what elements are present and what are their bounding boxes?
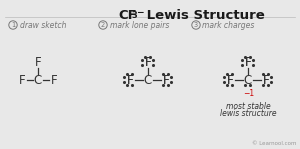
Circle shape [224, 77, 225, 78]
Circle shape [232, 85, 233, 86]
Circle shape [127, 85, 128, 86]
Text: © Learnool.com: © Learnool.com [253, 141, 297, 146]
Text: F: F [263, 73, 269, 87]
Text: F: F [263, 73, 269, 87]
Text: F: F [35, 56, 41, 69]
Circle shape [124, 82, 125, 83]
Circle shape [227, 85, 228, 86]
Circle shape [168, 74, 169, 75]
Circle shape [268, 85, 269, 86]
Text: −: − [136, 8, 143, 17]
Circle shape [142, 60, 143, 61]
Circle shape [253, 65, 254, 66]
Text: F: F [127, 73, 133, 87]
Circle shape [245, 85, 246, 86]
Circle shape [153, 60, 154, 61]
Circle shape [271, 82, 272, 83]
Text: F: F [245, 56, 251, 69]
Circle shape [153, 65, 154, 66]
Text: draw sketch: draw sketch [20, 21, 66, 30]
Circle shape [150, 57, 152, 58]
Text: most stable: most stable [226, 102, 270, 111]
Circle shape [132, 85, 133, 86]
Text: CF: CF [118, 9, 137, 22]
Text: F: F [127, 73, 133, 87]
Text: F: F [145, 56, 151, 69]
Text: mark charges: mark charges [202, 21, 255, 30]
Text: 3: 3 [194, 22, 198, 28]
Text: lewis structure: lewis structure [220, 109, 276, 118]
Circle shape [145, 57, 146, 58]
Circle shape [245, 57, 246, 58]
Circle shape [124, 77, 125, 78]
Circle shape [224, 82, 225, 83]
Text: F: F [245, 56, 251, 69]
Circle shape [168, 85, 169, 86]
Circle shape [127, 74, 128, 75]
Text: F: F [145, 56, 151, 69]
Text: F: F [163, 73, 169, 87]
Text: F: F [51, 73, 57, 87]
Text: F: F [227, 73, 233, 87]
Circle shape [250, 85, 251, 86]
Circle shape [263, 74, 264, 75]
Circle shape [253, 60, 254, 61]
Text: 3: 3 [131, 11, 137, 20]
Text: C: C [244, 73, 252, 87]
Text: F: F [163, 73, 169, 87]
Circle shape [242, 60, 243, 61]
Circle shape [271, 77, 272, 78]
Text: −1: −1 [243, 89, 255, 98]
Circle shape [250, 57, 251, 58]
Circle shape [171, 82, 172, 83]
Circle shape [163, 85, 164, 86]
Text: C: C [34, 73, 42, 87]
Circle shape [163, 74, 164, 75]
Circle shape [242, 65, 243, 66]
Circle shape [227, 74, 228, 75]
Text: 1: 1 [11, 22, 15, 28]
Circle shape [142, 65, 143, 66]
Circle shape [268, 74, 269, 75]
Circle shape [132, 74, 133, 75]
Text: F: F [19, 73, 25, 87]
Text: Lewis Structure: Lewis Structure [142, 9, 265, 22]
Text: 2: 2 [101, 22, 105, 28]
Circle shape [171, 77, 172, 78]
Text: mark lone pairs: mark lone pairs [110, 21, 169, 30]
Text: C: C [144, 73, 152, 87]
Text: F: F [227, 73, 233, 87]
Circle shape [263, 85, 264, 86]
Circle shape [232, 74, 233, 75]
